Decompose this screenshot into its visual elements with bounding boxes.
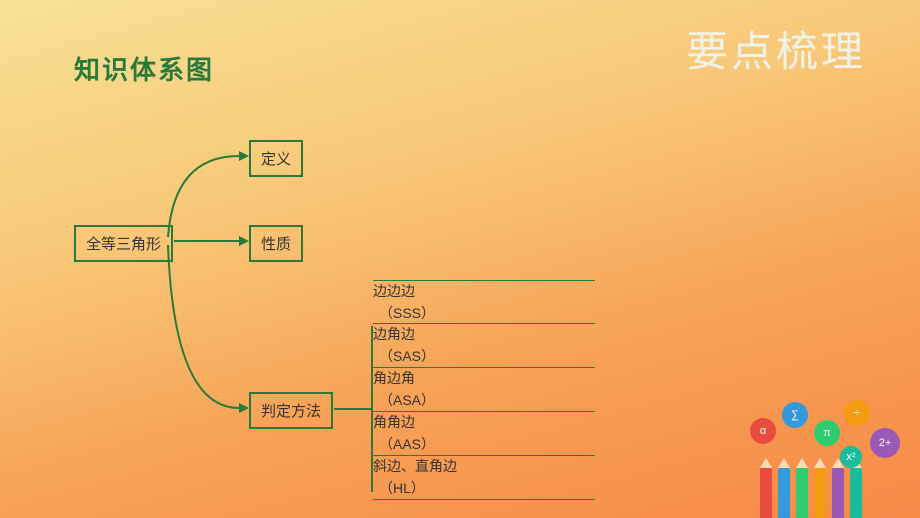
method-item: 斜边、直角边 （HL） [373,456,595,500]
subject-bubble-icon: α [750,418,776,444]
subject-bubble-icon: 2+ [870,428,900,458]
pencil-icon [850,468,862,518]
subject-bubble-icon: ∑ [782,402,808,428]
pencil-icon [796,468,808,518]
page-heading: 要点梳理 [686,18,866,79]
section-title: 知识体系图 [74,50,214,87]
subject-bubble-icon: x² [840,446,862,468]
decorative-pencils: α∑π÷2+ x² [720,398,920,518]
pencil-icon [760,468,772,518]
pencil-icon [832,468,844,518]
method-code: （AAS） [373,432,595,454]
branch-property: 性质 [249,225,303,262]
method-code: （HL） [373,476,595,498]
method-code: （SAS） [373,344,595,366]
methods-list: 边边边 （SSS） 边角边 （SAS） 角边角 （ASA） 角角边 （AAS） … [373,280,595,500]
pencil-icon [778,468,790,518]
root-node: 全等三角形 [74,225,173,262]
arrowhead-property [239,236,249,246]
subject-bubble-icon: π [814,420,840,446]
method-code: （ASA） [373,388,595,410]
arrow-to-property [174,240,239,242]
method-name: 斜边、直角边 [373,456,595,476]
method-code: （SSS） [373,301,595,323]
method-name: 角边角 [373,368,595,388]
concept-diagram: 全等三角形 定义 性质 判定方法 边边边 （SSS） 边角边 （SAS） 角边角… [74,140,634,490]
connector-to-methods [334,408,372,410]
method-name: 边边边 [373,281,595,301]
method-name: 边角边 [373,324,595,344]
branch-definition: 定义 [249,140,303,177]
pencil-icon [814,468,826,518]
method-name: 角角边 [373,412,595,432]
method-item: 角角边 （AAS） [373,412,595,456]
method-item: 角边角 （ASA） [373,368,595,412]
method-item: 边角边 （SAS） [373,324,595,368]
branch-judgment: 判定方法 [249,392,333,429]
subject-bubble-icon: ÷ [844,400,870,426]
method-item: 边边边 （SSS） [373,280,595,324]
